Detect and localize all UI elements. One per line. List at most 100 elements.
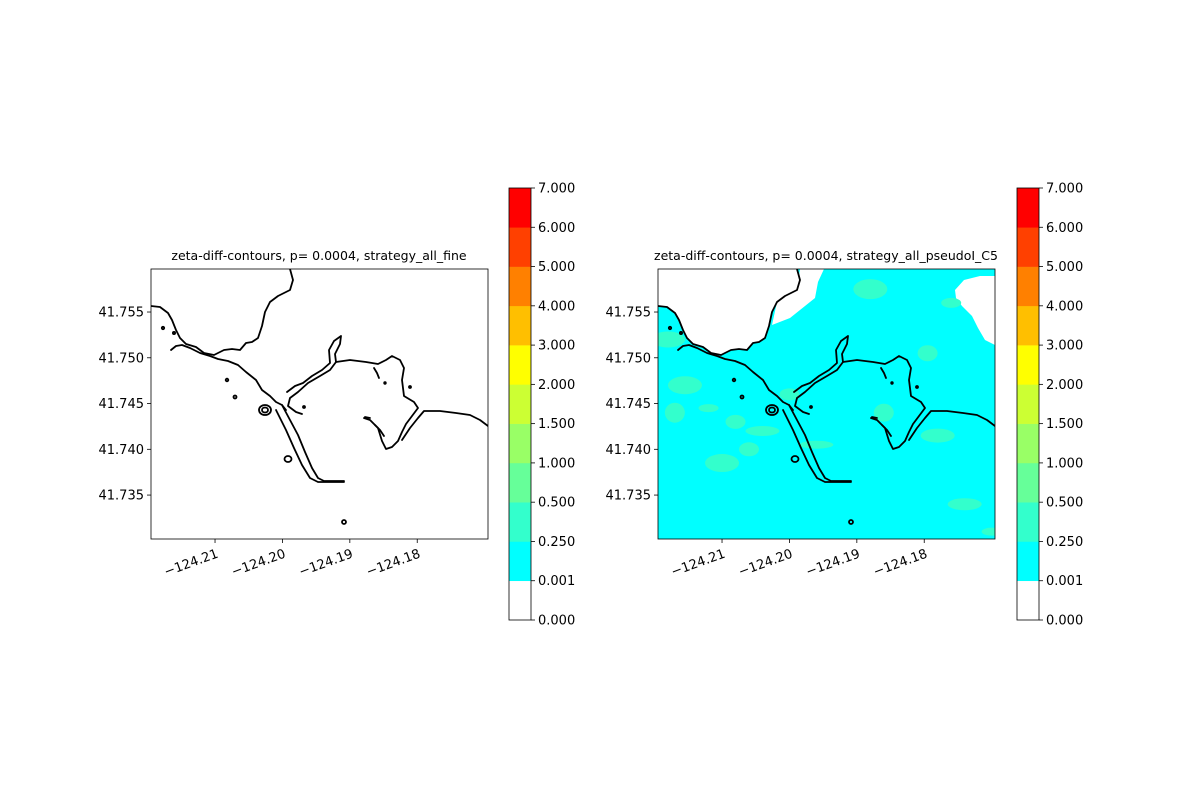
right-x-axis: −124.21 −124.20 −124.19 −124.18 <box>669 539 930 580</box>
left-colorbar-segment <box>509 462 531 503</box>
left-colorbar-segment <box>509 502 531 542</box>
left-colorbar-label: 0.000 <box>538 614 575 629</box>
right-x-tick-label: −124.18 <box>871 547 929 580</box>
right-y-tick-label: 41.750 <box>606 351 652 366</box>
right-colorbar-segment <box>1017 266 1039 307</box>
left-colorbar-label: 1.500 <box>538 417 575 432</box>
right-contour-patches <box>658 279 995 536</box>
left-y-tick-label: 41.740 <box>99 443 145 458</box>
left-colorbar-label: 0.001 <box>538 574 575 589</box>
right-colorbar-segment <box>1017 423 1039 464</box>
left-colorbar-label: 6.000 <box>538 221 575 236</box>
right-contour-patch <box>745 426 780 436</box>
right-colorbar-label: 1.000 <box>1046 456 1083 471</box>
right-colorbar-segment <box>1017 541 1039 582</box>
right-colorbar-label: 2.000 <box>1046 378 1083 393</box>
right-contour-patch <box>799 440 834 449</box>
right-contour-patch <box>873 403 894 422</box>
right-colorbar-label: 4.000 <box>1046 299 1083 314</box>
right-x-tick-label: −124.21 <box>669 547 727 580</box>
right-colorbar-label: 7.000 <box>1046 182 1083 197</box>
right-contour-patch <box>664 402 685 423</box>
left-colorbar-segment <box>509 266 531 307</box>
left-colorbar-segment <box>509 227 531 267</box>
right-colorbar-segment <box>1017 345 1039 385</box>
left-y-tick-label: 41.735 <box>99 489 145 504</box>
right-colorbar-segment <box>1017 227 1039 267</box>
left-x-axis: −124.21 −124.20 −124.19 −124.18 <box>162 539 423 580</box>
right-y-tick-label: 41.755 <box>606 306 652 321</box>
left-x-tick-label: −124.18 <box>364 547 422 580</box>
left-x-tick-label: −124.20 <box>230 547 288 580</box>
left-colorbar-segment <box>509 423 531 464</box>
right-contour-patch <box>853 279 888 300</box>
right-contour-patch <box>947 498 982 511</box>
right-colorbar: 0.000 0.001 0.250 0.500 1.000 1.500 2.000 3.000… <box>1016 182 1083 629</box>
left-colorbar-frame <box>508 187 532 621</box>
right-contour-patch <box>658 331 686 348</box>
right-plot-panel: zeta-diff-contours, p= 0.0004, strategy_… <box>606 248 998 580</box>
right-contour-patch <box>698 404 719 413</box>
left-colorbar-label: 3.000 <box>538 339 575 354</box>
left-plot-title: zeta-diff-contours, p= 0.0004, strategy_… <box>171 248 466 263</box>
left-colorbar-label: 4.000 <box>538 299 575 314</box>
right-colorbar-label: 0.001 <box>1046 574 1083 589</box>
left-colorbar-label: 0.250 <box>538 535 575 550</box>
right-y-axis: 41.755 41.750 41.745 41.740 41.735 <box>606 306 658 504</box>
right-land-north <box>658 269 800 355</box>
right-x-tick-label: −124.20 <box>737 547 795 580</box>
left-plot-area <box>151 269 488 539</box>
right-colorbar-label: 0.000 <box>1046 614 1083 629</box>
right-colorbar-segment <box>1017 502 1039 542</box>
left-x-tick-label: −124.19 <box>297 547 355 580</box>
right-contour-patch <box>941 297 962 308</box>
right-colorbar-label: 6.000 <box>1046 221 1083 236</box>
right-colorbar-label: 0.250 <box>1046 535 1083 550</box>
right-colorbar-segment <box>1017 384 1039 424</box>
left-colorbar-label: 1.000 <box>538 456 575 471</box>
right-contour-patch <box>917 345 938 362</box>
right-plot-title: zeta-diff-contours, p= 0.0004, strategy_… <box>654 248 998 263</box>
left-colorbar-label: 2.000 <box>538 378 575 393</box>
left-y-axis: 41.755 41.750 41.745 41.740 41.735 <box>99 306 151 504</box>
right-x-tick-label: −124.19 <box>804 547 862 580</box>
right-contour-patch <box>738 442 759 457</box>
left-x-tick-label: −124.21 <box>162 547 220 580</box>
left-y-tick-label: 41.755 <box>99 306 145 321</box>
right-colorbar-segment <box>1017 305 1039 346</box>
right-colorbar-label: 3.000 <box>1046 339 1083 354</box>
right-land-east <box>955 276 995 345</box>
right-y-tick-label: 41.745 <box>606 397 652 412</box>
right-contour-patch <box>667 376 702 395</box>
left-plot-frame <box>150 268 489 540</box>
right-colorbar-frame <box>1016 187 1040 621</box>
left-colorbar-label: 7.000 <box>538 182 575 197</box>
right-colorbar-label: 0.500 <box>1046 496 1083 511</box>
right-contour-patch <box>920 428 955 443</box>
right-contour-patch <box>705 454 740 473</box>
right-land-northeast <box>772 269 824 325</box>
left-colorbar-segment <box>509 188 531 228</box>
right-contour-patch <box>981 527 995 536</box>
left-colorbar-label: 0.500 <box>538 496 575 511</box>
right-colorbar-label: 5.000 <box>1046 260 1083 275</box>
right-colorbar-label: 1.500 <box>1046 417 1083 432</box>
right-y-tick-label: 41.735 <box>606 489 652 504</box>
right-colorbar-segment <box>1017 462 1039 503</box>
right-contour-patch <box>725 414 746 429</box>
left-colorbar-segment <box>509 580 531 621</box>
left-colorbar: 0.000 0.001 0.250 0.500 1.000 1.500 2.000 3.000… <box>508 182 575 629</box>
left-colorbar-segment <box>509 305 531 346</box>
left-y-tick-label: 41.750 <box>99 351 145 366</box>
right-y-tick-label: 41.740 <box>606 443 652 458</box>
left-plot-panel: zeta-diff-contours, p= 0.0004, strategy_… <box>99 248 489 580</box>
left-colorbar-segment <box>509 345 531 385</box>
right-colorbar-segment <box>1017 580 1039 621</box>
left-y-tick-label: 41.745 <box>99 397 145 412</box>
left-colorbar-segment <box>509 384 531 424</box>
right-plot-frame <box>657 268 996 540</box>
left-colorbar-segment <box>509 541 531 582</box>
left-colorbar-label: 5.000 <box>538 260 575 275</box>
right-colorbar-segment <box>1017 188 1039 228</box>
